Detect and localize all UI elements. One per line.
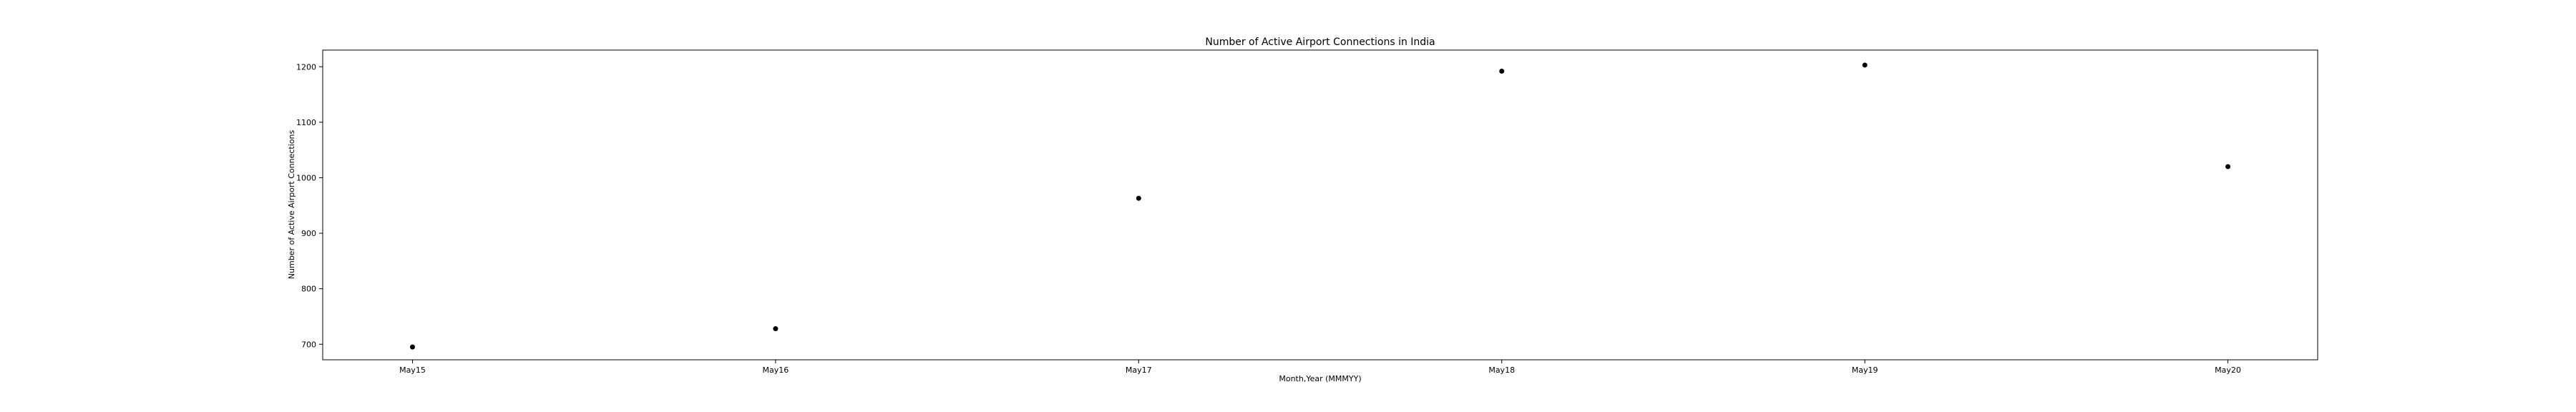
x-tick-label: May16	[763, 366, 789, 375]
y-tick-label: 1100	[296, 118, 316, 127]
x-axis-label: Month,Year (MMMYY)	[1279, 374, 1361, 383]
chart-title: Number of Active Airport Connections in …	[1205, 36, 1435, 48]
y-axis-label: Number of Active Airport Connections	[287, 130, 296, 280]
data-point-may18	[1499, 68, 1505, 74]
data-point-may15	[409, 344, 415, 350]
data-point-may20	[2225, 164, 2231, 170]
plot-area	[322, 49, 2318, 360]
y-tick-label: 700	[301, 340, 316, 349]
data-point-may16	[773, 326, 779, 332]
y-axis: 700 800 900 1000 1100 1200	[296, 62, 323, 349]
data-point-may17	[1136, 195, 1141, 201]
x-axis: May15 May16 May17 May18 May19 May20	[399, 360, 2241, 375]
y-tick-label: 900	[301, 229, 316, 238]
x-tick-label: May17	[1126, 366, 1152, 375]
data-points	[409, 62, 2231, 350]
x-tick-label: May19	[1852, 366, 1878, 375]
y-tick-label: 800	[301, 285, 316, 294]
x-tick-label: May18	[1488, 366, 1515, 375]
x-tick-label: May15	[399, 366, 426, 375]
x-tick-label: May20	[2215, 366, 2241, 375]
y-tick-label: 1000	[296, 173, 316, 182]
y-tick-label: 1200	[296, 62, 316, 72]
data-point-may19	[1862, 62, 1868, 68]
